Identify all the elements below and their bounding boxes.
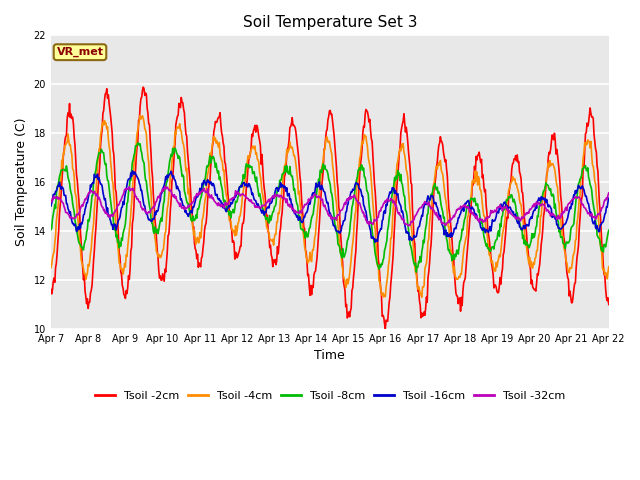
Tsoil -2cm bbox=[115, 235, 122, 240]
Tsoil -8cm bbox=[57, 168, 65, 173]
Tsoil -16cm bbox=[57, 186, 65, 192]
Tsoil -32cm bbox=[605, 190, 612, 196]
Tsoil -2cm bbox=[415, 298, 423, 304]
Tsoil -16cm bbox=[172, 180, 180, 186]
Line: Tsoil -4cm: Tsoil -4cm bbox=[51, 116, 609, 297]
Tsoil -32cm bbox=[161, 183, 169, 189]
Tsoil -4cm bbox=[115, 249, 122, 255]
Tsoil -16cm bbox=[399, 211, 407, 217]
X-axis label: Time: Time bbox=[314, 349, 345, 362]
Tsoil -8cm bbox=[399, 181, 406, 187]
Tsoil -8cm bbox=[605, 228, 612, 233]
Tsoil -8cm bbox=[134, 140, 141, 146]
Tsoil -2cm bbox=[202, 223, 209, 228]
Tsoil -32cm bbox=[202, 190, 209, 195]
Tsoil -4cm bbox=[172, 132, 180, 137]
Tsoil -4cm bbox=[136, 113, 144, 119]
Tsoil -8cm bbox=[47, 227, 55, 233]
Tsoil -32cm bbox=[115, 203, 122, 208]
Tsoil -4cm bbox=[415, 284, 422, 289]
Text: VR_met: VR_met bbox=[56, 47, 104, 57]
Tsoil -32cm bbox=[172, 193, 180, 199]
Legend: Tsoil -2cm, Tsoil -4cm, Tsoil -8cm, Tsoil -16cm, Tsoil -32cm: Tsoil -2cm, Tsoil -4cm, Tsoil -8cm, Tsoi… bbox=[90, 386, 570, 405]
Tsoil -2cm bbox=[172, 122, 180, 128]
Tsoil -16cm bbox=[129, 168, 136, 174]
Tsoil -4cm bbox=[47, 265, 55, 271]
Line: Tsoil -8cm: Tsoil -8cm bbox=[51, 143, 609, 272]
Tsoil -4cm bbox=[418, 294, 426, 300]
Tsoil -2cm bbox=[605, 301, 612, 307]
Line: Tsoil -32cm: Tsoil -32cm bbox=[51, 186, 609, 226]
Tsoil -2cm bbox=[57, 192, 65, 198]
Tsoil -8cm bbox=[172, 147, 180, 153]
Tsoil -16cm bbox=[115, 217, 122, 223]
Tsoil -16cm bbox=[202, 181, 209, 187]
Title: Soil Temperature Set 3: Soil Temperature Set 3 bbox=[243, 15, 417, 30]
Tsoil -8cm bbox=[413, 269, 420, 275]
Tsoil -8cm bbox=[115, 237, 122, 243]
Tsoil -4cm bbox=[399, 144, 406, 150]
Tsoil -2cm bbox=[399, 118, 407, 124]
Line: Tsoil -16cm: Tsoil -16cm bbox=[51, 171, 609, 242]
Tsoil -32cm bbox=[57, 197, 65, 203]
Tsoil -8cm bbox=[415, 260, 423, 265]
Line: Tsoil -2cm: Tsoil -2cm bbox=[51, 87, 609, 329]
Tsoil -4cm bbox=[202, 196, 209, 202]
Tsoil -2cm bbox=[140, 84, 147, 90]
Tsoil -4cm bbox=[605, 264, 612, 270]
Tsoil -16cm bbox=[415, 223, 423, 229]
Tsoil -8cm bbox=[202, 175, 209, 181]
Tsoil -4cm bbox=[57, 175, 65, 181]
Tsoil -2cm bbox=[381, 326, 389, 332]
Tsoil -16cm bbox=[47, 203, 55, 209]
Tsoil -32cm bbox=[47, 198, 55, 204]
Tsoil -32cm bbox=[404, 223, 412, 229]
Y-axis label: Soil Temperature (C): Soil Temperature (C) bbox=[15, 118, 28, 246]
Tsoil -16cm bbox=[371, 239, 379, 245]
Tsoil -32cm bbox=[415, 206, 423, 212]
Tsoil -2cm bbox=[47, 287, 55, 292]
Tsoil -16cm bbox=[605, 195, 612, 201]
Tsoil -32cm bbox=[399, 217, 406, 223]
